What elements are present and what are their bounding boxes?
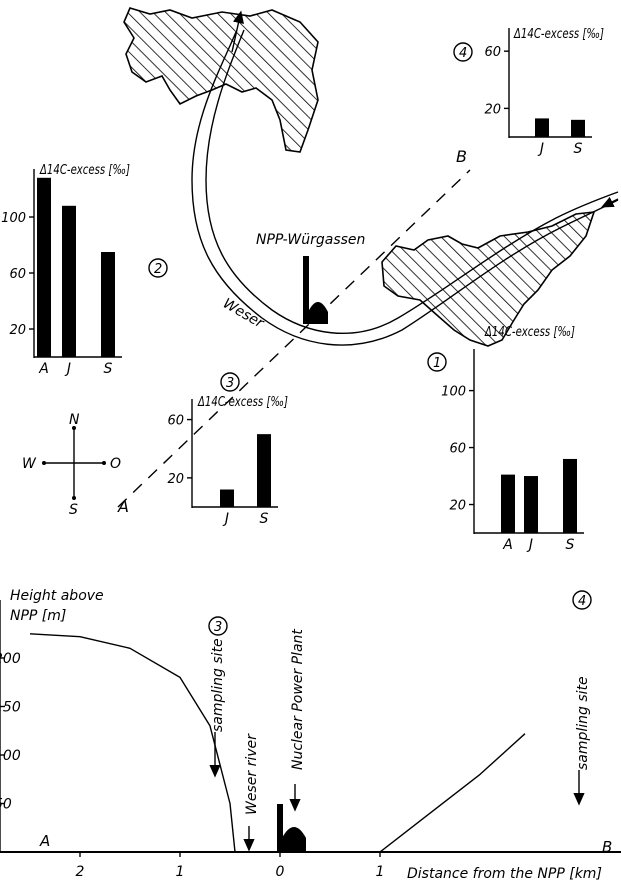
- bar-y-tick-label: 20: [484, 102, 501, 117]
- height-profile-chart: Height above NPP [m] Distance from the N…: [0, 588, 621, 882]
- bar-y-tick-label: 60: [167, 414, 184, 429]
- bar-chart-site-1: Δ14C-excess [‰] 20 60 100 A J S: [441, 325, 584, 553]
- compass-north: N: [69, 412, 80, 428]
- annot-sampling-site-4: sampling site: [575, 676, 591, 770]
- bar-category-label: A: [38, 361, 49, 377]
- bar-chart-site-4: Δ14C-excess [‰] 20 60 J S: [484, 27, 604, 157]
- svg-text:4: 4: [578, 594, 586, 609]
- profile-npp-chimney-icon: [277, 804, 283, 852]
- profile-terrain-line-2: [379, 733, 526, 853]
- profile-ticks: 2 1 0 1 200 150 100 50: [0, 651, 384, 880]
- weser-river-bank-2: [205, 29, 619, 335]
- bar-chart-site-3: Δ14C-excess [‰] 20 60 J S: [167, 395, 288, 527]
- profile-terrain-line-1: [29, 633, 236, 853]
- profile-end-b: B: [602, 838, 612, 856]
- profile-x-tick-label: 0: [276, 864, 285, 880]
- annot-nuclear-power-plant: Nuclear Power Plant: [290, 629, 306, 770]
- profile-x-tick-label: 2: [76, 864, 85, 880]
- bar-A: [37, 177, 51, 357]
- annot-site-3-marker: 3: [208, 616, 228, 636]
- bar-y-tick-label: 20: [9, 323, 26, 338]
- transect-label-a: A: [117, 497, 129, 516]
- profile-y-tick-label: 100: [0, 748, 21, 764]
- npp-chimney-icon: [303, 256, 309, 324]
- profile-end-a: A: [39, 832, 50, 850]
- compass-south: S: [69, 502, 78, 518]
- town-north: [123, 7, 319, 153]
- profile-ylabel-line1: Height above: [10, 588, 104, 604]
- bar-A: [501, 474, 515, 533]
- transect-line: [117, 169, 471, 508]
- bar-category-label: S: [104, 361, 113, 377]
- bar-S: [563, 458, 577, 533]
- svg-text:3: 3: [226, 376, 234, 391]
- bar-J: [535, 118, 549, 137]
- svg-text:4: 4: [459, 46, 467, 61]
- bar-y-tick-label: 20: [449, 499, 466, 514]
- bar-category-label: J: [526, 537, 533, 553]
- site-marker-3: 3: [220, 372, 240, 392]
- town-east: [381, 211, 596, 347]
- compass-west: W: [22, 456, 37, 472]
- site-marker-2: 2: [148, 258, 168, 278]
- bar-ylabel: Δ14C-excess [‰]: [513, 27, 604, 42]
- profile-y-tick-label: 200: [0, 651, 21, 667]
- annot-sampling-site-3: sampling site: [210, 638, 226, 732]
- weser-river-bank-1: [191, 31, 619, 346]
- profile-y-tick-label: 50: [0, 797, 12, 813]
- bar-category-label: S: [574, 141, 583, 157]
- river-flow-arrow-north: [231, 10, 244, 53]
- bar-category-label: J: [64, 361, 71, 377]
- bar-S: [257, 434, 271, 507]
- site-marker-1: 1: [427, 352, 447, 372]
- profile-ylabel-line2: NPP [m]: [10, 608, 66, 624]
- profile-y-tick-label: 150: [0, 700, 21, 716]
- svg-text:1: 1: [433, 356, 441, 371]
- bar-y-tick-label: 60: [484, 45, 501, 60]
- bar-y-tick-label: 60: [9, 267, 26, 282]
- profile-lines: [29, 633, 526, 853]
- bar-category-label: J: [537, 141, 544, 157]
- bar-y-tick-label: 100: [1, 211, 26, 226]
- bar-chart-site-2: Δ14C-excess [‰] 20 60 100 A J S: [1, 163, 130, 377]
- annot-weser-river: Weser river: [244, 733, 260, 815]
- map: Weser B A NPP-Würgassen N S W O 1: [22, 7, 619, 518]
- bar-ylabel: Δ14C-excess [‰]: [197, 395, 288, 410]
- profile-xlabel: Distance from the NPP [km]: [407, 866, 602, 882]
- bar-y-tick-label: 60: [449, 442, 466, 457]
- bar-J: [524, 476, 538, 533]
- profile-npp-reactor-icon: [282, 827, 306, 852]
- bar-J: [62, 205, 76, 357]
- annot-site-4-marker: 4: [572, 590, 592, 610]
- npp-reactor-icon: [308, 302, 328, 324]
- bar-category-label: J: [222, 511, 229, 527]
- bar-category-label: S: [566, 537, 575, 553]
- svg-text:3: 3: [214, 620, 222, 635]
- compass-east: O: [110, 456, 121, 472]
- bar-y-tick-label: 100: [441, 385, 466, 400]
- site-marker-4: 4: [453, 42, 473, 62]
- bar-category-label: A: [502, 537, 513, 553]
- compass: N S W O: [22, 412, 121, 518]
- profile-x-tick-label: 1: [376, 864, 385, 880]
- bar-category-label: S: [260, 511, 269, 527]
- bar-ylabel: Δ14C-excess [‰]: [39, 163, 130, 178]
- svg-text:2: 2: [154, 262, 162, 277]
- bar-S: [101, 252, 115, 357]
- bar-ylabel: Δ14C-excess [‰]: [484, 325, 575, 340]
- river-flow-arrow-east: [600, 196, 619, 208]
- transect-label-b: B: [456, 147, 467, 166]
- bar-S: [571, 119, 585, 137]
- bar-y-tick-label: 20: [167, 472, 184, 487]
- npp-label: NPP-Würgassen: [256, 232, 365, 248]
- profile-x-tick-label: 1: [176, 864, 185, 880]
- bar-J: [220, 489, 234, 507]
